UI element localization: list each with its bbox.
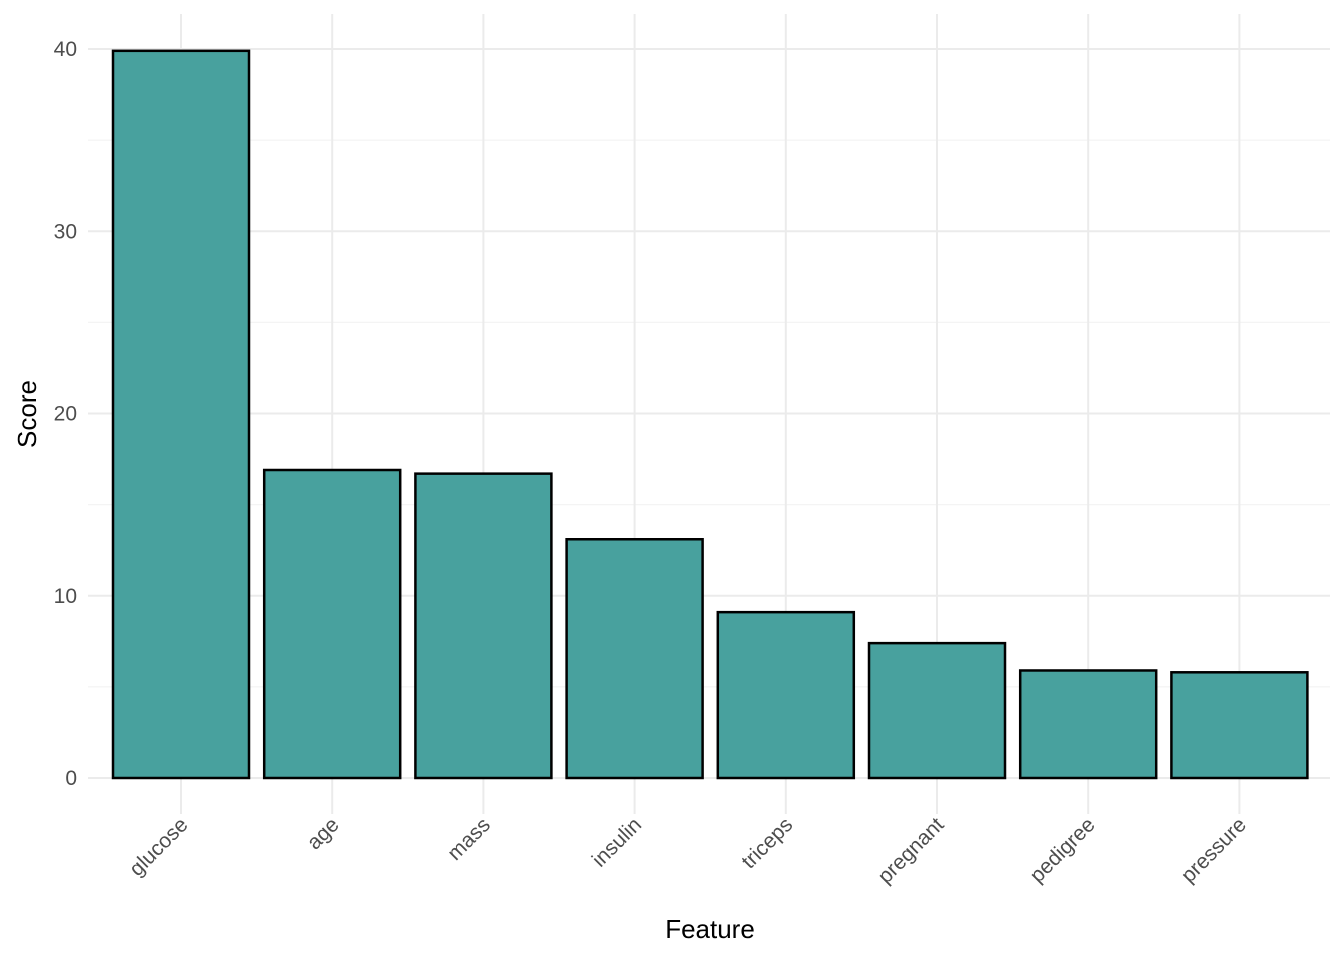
x-tick-label: pedigree [1026,813,1100,887]
x-tick-label: insulin [588,813,646,871]
x-tick-label: mass [443,813,495,865]
x-tick-label: triceps [737,813,797,873]
x-tick-label: glucose [125,813,192,880]
y-axis-ticks: 0 10 20 30 40 [54,38,77,790]
bar-pregnant [867,641,1007,780]
bars [111,49,1309,780]
x-axis-ticks: glucose age mass insulin triceps pregnant pedi… [125,813,1251,888]
bar-pedigree [1018,669,1158,780]
y-tick-label: 30 [54,220,77,243]
x-axis-title: Feature [665,914,755,944]
bar-age [262,468,402,780]
y-tick-label: 40 [54,38,77,61]
bar-glucose [111,49,251,780]
bar-mass [414,472,553,780]
x-tick-label: age [303,813,344,854]
y-tick-label: 20 [54,403,77,426]
bar-triceps [716,610,856,780]
y-tick-label: 0 [65,767,77,790]
y-axis-title: Score [12,380,42,448]
bar-insulin [565,538,704,780]
bar-pressure [1170,671,1309,780]
x-tick-label: pregnant [874,813,949,888]
x-tick-label: pressure [1177,813,1251,887]
y-tick-label: 10 [54,585,77,608]
